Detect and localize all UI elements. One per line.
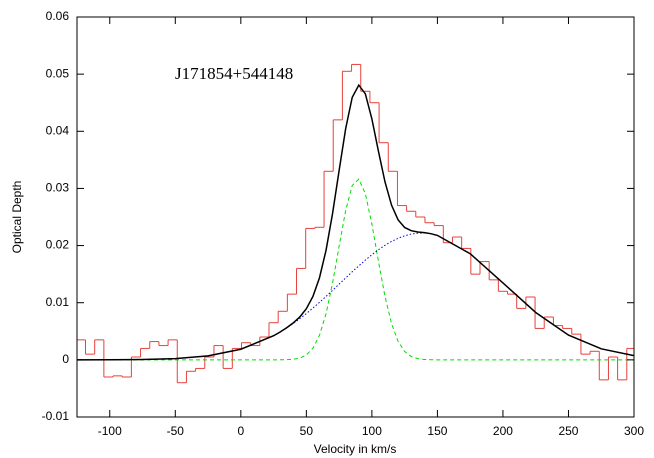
annotation: J171854+544148	[175, 64, 293, 83]
x-tick-label: 200	[493, 424, 513, 438]
x-tick-label: 150	[427, 424, 447, 438]
y-tick-label: 0.03	[46, 181, 70, 195]
x-tick-label: 250	[558, 424, 578, 438]
y-tick-label: -0.01	[42, 409, 70, 423]
x-tick-label: -100	[98, 424, 122, 438]
y-tick-label: 0.04	[46, 123, 70, 137]
y-tick-label: 0.06	[46, 9, 70, 23]
x-axis-label: Velocity in km/s	[314, 442, 397, 456]
y-tick-label: 0	[62, 352, 69, 366]
x-tick-label: -50	[167, 424, 185, 438]
x-tick-label: 0	[237, 424, 244, 438]
x-tick-label: 100	[362, 424, 382, 438]
curve	[77, 232, 634, 361]
plot-area	[77, 63, 634, 384]
x-tick-label: 50	[300, 424, 314, 438]
y-tick-label: 0.01	[46, 295, 70, 309]
x-tick-label: 300	[624, 424, 644, 438]
plot-frame	[76, 16, 635, 418]
y-tick-label: 0.05	[46, 66, 70, 80]
y-axis-label: Optical Depth	[10, 181, 24, 254]
curve	[77, 83, 634, 361]
curve	[77, 178, 634, 361]
y-tick-label: 0.02	[46, 238, 70, 252]
